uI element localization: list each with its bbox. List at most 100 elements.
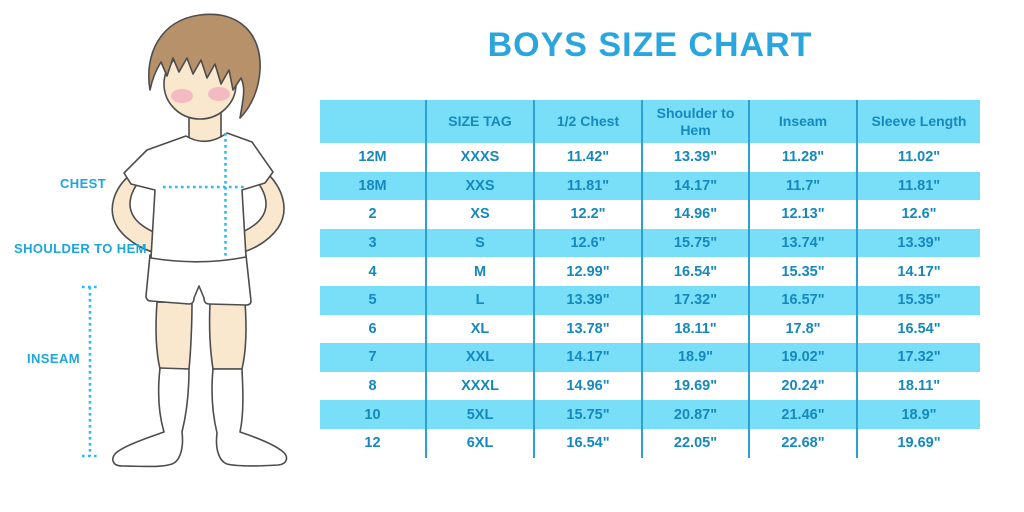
table-cell: XXL xyxy=(425,343,534,372)
table-row: 5 L 13.39" 17.32" 16.57" 15.35" xyxy=(320,285,980,315)
table-cell: 11.81" xyxy=(533,171,642,201)
boy-figure-graphic xyxy=(82,13,288,468)
hair xyxy=(148,13,261,119)
right-leg xyxy=(208,301,247,370)
table-cell: 17.8" xyxy=(748,314,857,344)
table-cell: 19.69" xyxy=(856,428,980,458)
size-table-container: SIZE TAG 1/2 Chest Shoulder to Hem Inseam Sl… xyxy=(320,100,980,458)
shoulder-to-hem-label: SHOULDER TO HEM xyxy=(14,241,147,256)
inseam-label: INSEAM xyxy=(27,351,80,366)
table-cell: 11.81" xyxy=(856,171,980,201)
table-cell: 22.05" xyxy=(641,428,749,458)
table-cell: 15.75" xyxy=(641,228,749,258)
table-cell: 13.78" xyxy=(533,314,642,344)
table-cell: 11.7" xyxy=(748,171,857,201)
table-cell: 12.2" xyxy=(533,200,642,229)
left-cheek-blush xyxy=(171,89,193,103)
table-cell: 20.24" xyxy=(748,371,857,401)
table-cell: 8 xyxy=(320,371,426,401)
table-cell: 5XL xyxy=(425,400,534,429)
table-cell: 14.96" xyxy=(641,200,749,229)
table-cell: 5 xyxy=(320,285,426,315)
table-cell: 11.28" xyxy=(748,143,857,172)
table-cell: 17.32" xyxy=(856,343,980,372)
table-row: 8 XXXL 14.96" 19.69" 20.24" 18.11" xyxy=(320,371,980,401)
table-cell: 11.42" xyxy=(533,143,642,172)
table-cell: 4 xyxy=(320,257,426,286)
shorts xyxy=(145,254,252,306)
table-cell: 16.54" xyxy=(856,314,980,344)
table-row: 4 M 12.99" 16.54" 15.35" 14.17" xyxy=(320,257,980,286)
table-row: 7 XXL 14.17" 18.9" 19.02" 17.32" xyxy=(320,343,980,372)
table-cell: 2 xyxy=(320,200,426,229)
table-cell: 16.54" xyxy=(533,428,642,458)
table-cell: 14.17" xyxy=(856,257,980,286)
left-leg xyxy=(155,301,193,370)
table-cell: 7 xyxy=(320,343,426,372)
table-row: 12M XXXS 11.42" 13.39" 11.28" 11.02" xyxy=(320,143,980,172)
table-cell: 12.6" xyxy=(856,200,980,229)
table-cell: 15.35" xyxy=(748,257,857,286)
table-cell: 16.57" xyxy=(748,285,857,315)
table-cell: 18.9" xyxy=(856,400,980,429)
table-cell: 19.69" xyxy=(641,371,749,401)
table-cell: 18.9" xyxy=(641,343,749,372)
table-row: 18M XXS 11.81" 14.17" 11.7" 11.81" xyxy=(320,171,980,201)
table-cell: 6XL xyxy=(425,428,534,458)
table-cell: 14.96" xyxy=(533,371,642,401)
table-cell: 12.6" xyxy=(533,228,642,258)
table-cell: XXXL xyxy=(425,371,534,401)
table-row: 3 S 12.6" 15.75" 13.74" 13.39" xyxy=(320,228,980,258)
column-header-sleeve-length: Sleeve Length xyxy=(856,100,980,143)
table-cell: 15.35" xyxy=(856,285,980,315)
column-header-blank xyxy=(320,100,426,143)
boy-illustration: CHEST SHOULDER TO HEM INSEAM xyxy=(0,0,320,512)
table-cell: 12M xyxy=(320,143,426,172)
column-header-1-2-chest: 1/2 Chest xyxy=(533,100,642,143)
table-row: 2 XS 12.2" 14.96" 12.13" 12.6" xyxy=(320,200,980,229)
table-row: 10 5XL 15.75" 20.87" 21.46" 18.9" xyxy=(320,400,980,429)
table-cell: M xyxy=(425,257,534,286)
table-cell: 10 xyxy=(320,400,426,429)
table-cell: 3 xyxy=(320,228,426,258)
table-cell: 13.39" xyxy=(533,285,642,315)
table-cell: 13.39" xyxy=(641,143,749,172)
table-cell: XXS xyxy=(425,171,534,201)
size-table: SIZE TAG 1/2 Chest Shoulder to Hem Inseam Sl… xyxy=(320,100,980,458)
table-cell: 20.87" xyxy=(641,400,749,429)
table-cell: 18.11" xyxy=(856,371,980,401)
table-cell: 19.02" xyxy=(748,343,857,372)
table-cell: 14.17" xyxy=(533,343,642,372)
table-cell: 12.13" xyxy=(748,200,857,229)
page-title: BOYS SIZE CHART xyxy=(487,26,813,64)
right-cheek-blush xyxy=(208,87,230,101)
table-cell: 11.02" xyxy=(856,143,980,172)
right-sock xyxy=(211,368,288,467)
chest-label: CHEST xyxy=(60,176,107,191)
table-cell: 15.75" xyxy=(533,400,642,429)
left-sock xyxy=(112,367,190,468)
table-cell: 13.39" xyxy=(856,228,980,258)
table-cell: 18M xyxy=(320,171,426,201)
table-cell: 17.32" xyxy=(641,285,749,315)
column-header-inseam: Inseam xyxy=(748,100,857,143)
table-cell: 6 xyxy=(320,314,426,344)
table-cell: XXXS xyxy=(425,143,534,172)
table-cell: 12.99" xyxy=(533,257,642,286)
table-cell: XS xyxy=(425,200,534,229)
table-header-row: SIZE TAG 1/2 Chest Shoulder to Hem Inseam Sl… xyxy=(320,100,980,143)
column-header-shoulder-to-hem: Shoulder to Hem xyxy=(641,100,749,143)
table-cell: S xyxy=(425,228,534,258)
table-cell: 13.74" xyxy=(748,228,857,258)
table-cell: 21.46" xyxy=(748,400,857,429)
table-cell: XL xyxy=(425,314,534,344)
table-cell: 18.11" xyxy=(641,314,749,344)
table-cell: 22.68" xyxy=(748,428,857,458)
t-shirt xyxy=(123,132,274,263)
table-row: 12 6XL 16.54" 22.05" 22.68" 19.69" xyxy=(320,428,980,458)
table-row: 6 XL 13.78" 18.11" 17.8" 16.54" xyxy=(320,314,980,344)
table-cell: L xyxy=(425,285,534,315)
table-cell: 16.54" xyxy=(641,257,749,286)
table-cell: 14.17" xyxy=(641,171,749,201)
